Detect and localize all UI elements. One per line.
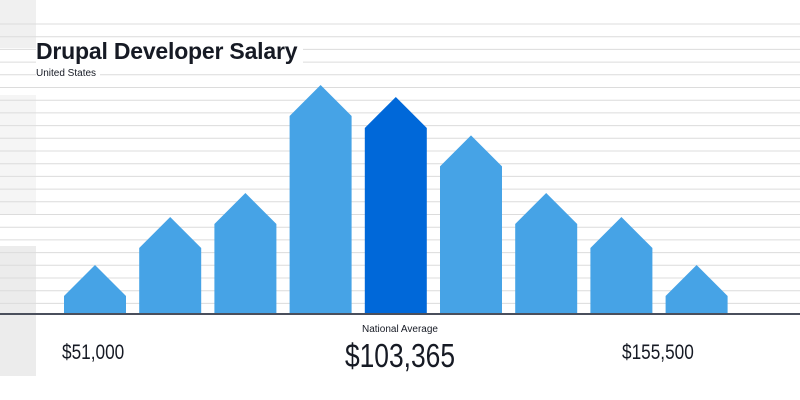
background-strip xyxy=(0,246,36,376)
bar xyxy=(289,85,352,313)
bar xyxy=(590,217,653,313)
background-strip xyxy=(0,95,36,215)
chart-subtitle: United States xyxy=(36,68,101,79)
max-salary-label: $155,500 xyxy=(622,341,694,364)
bar-national-average xyxy=(364,97,427,313)
bar xyxy=(214,193,277,313)
chart-title: Drupal Developer Salary xyxy=(36,38,304,65)
min-salary-label: $51,000 xyxy=(62,341,125,364)
bar xyxy=(665,265,728,313)
average-salary-value: $103,365 xyxy=(344,337,456,374)
bar xyxy=(515,193,578,313)
bar xyxy=(64,265,126,313)
average-caption: National Average xyxy=(362,324,438,335)
bar xyxy=(139,217,202,313)
bar xyxy=(440,135,502,313)
